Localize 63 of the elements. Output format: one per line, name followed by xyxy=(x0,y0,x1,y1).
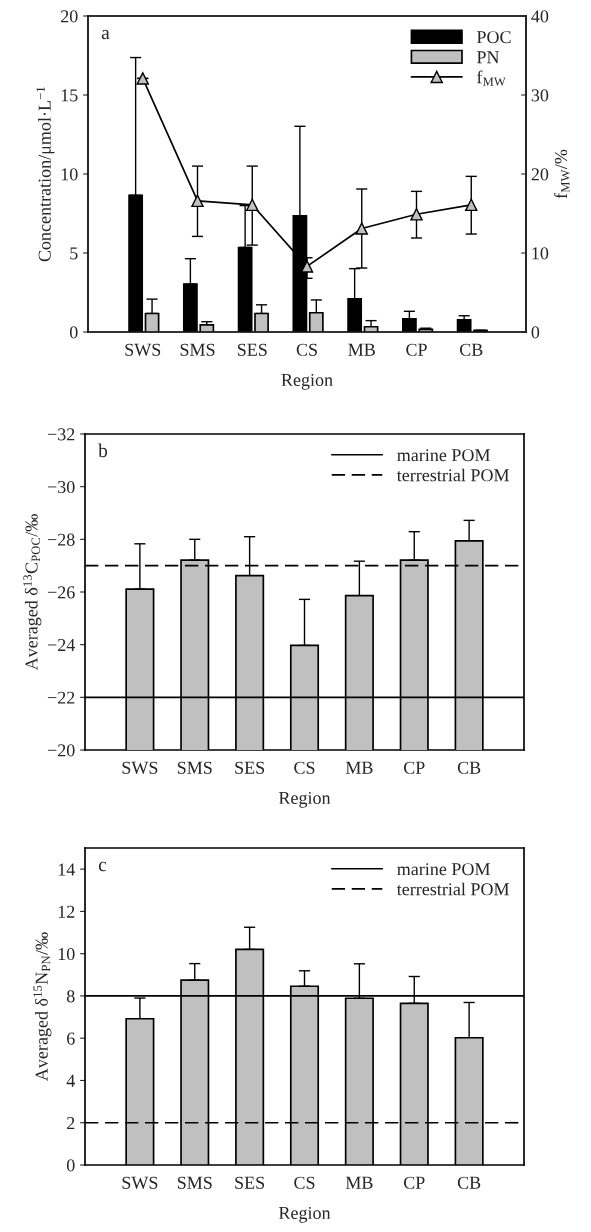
y2-tick-label: 40 xyxy=(531,10,549,23)
y2-axis-title: f$_{MW}$/% xyxy=(554,149,570,199)
y-tick-label: −28 xyxy=(47,533,75,546)
legend-label: PN xyxy=(476,51,500,64)
x-tick-label: SES xyxy=(235,1176,265,1189)
x-tick-label: CS xyxy=(294,1176,315,1189)
x-tick-label: MB xyxy=(345,1176,373,1189)
x-tick-label: CB xyxy=(457,761,481,774)
y-tick-label: −26 xyxy=(47,586,75,599)
x-axis-title: Region xyxy=(278,1206,331,1223)
y2-tick-label: 30 xyxy=(531,89,549,102)
x-tick-label: CP xyxy=(403,1176,425,1189)
x-tick-label: SWS xyxy=(122,761,158,774)
x-tick-label: CB xyxy=(459,343,483,356)
x-tick-label: MB xyxy=(345,761,373,774)
x-tick-label: CB xyxy=(457,1176,481,1189)
y-axis-title: Concentration/μmol·L$^{−1}$ xyxy=(36,87,55,262)
x-tick-label: MB xyxy=(348,343,375,356)
y-tick-label: 12 xyxy=(58,905,75,918)
x-tick-label: SES xyxy=(237,343,267,356)
x-tick-label: SMS xyxy=(177,761,212,774)
x-tick-label: CP xyxy=(403,761,425,774)
y-tick-label: 10 xyxy=(61,168,78,181)
y2-tick-label: 10 xyxy=(532,247,549,260)
x-tick-label: SES xyxy=(235,761,265,774)
x-tick-label: CS xyxy=(296,343,317,356)
y-tick-label: −24 xyxy=(47,638,75,651)
x-tick-label: SMS xyxy=(180,343,215,356)
y-tick-label: 6 xyxy=(67,1032,75,1045)
y-tick-label: −20 xyxy=(47,744,75,757)
y-tick-label: 0 xyxy=(66,1159,75,1172)
y-tick-label: 20 xyxy=(61,10,78,23)
y-axis-title: Averaged δ$^{13}$C$_{POC}$/‰ xyxy=(23,514,42,671)
x-tick-label: CS xyxy=(294,761,315,774)
x-axis-title: Region xyxy=(278,791,331,808)
y-axis-title: Averaged δ$^{15}$N$_{PN}$/‰ xyxy=(33,932,52,1081)
y2-tick-label: 20 xyxy=(531,168,549,181)
x-tick-label: CP xyxy=(406,343,427,356)
y-tick-label: 0 xyxy=(69,326,78,339)
x-tick-label: SWS xyxy=(122,1176,158,1189)
y2-tick-label: 0 xyxy=(531,326,540,339)
legend-label: terrestrial POM xyxy=(396,468,510,482)
y-tick-label: 4 xyxy=(66,1074,75,1087)
y-tick-label: 10 xyxy=(58,947,75,961)
y-tick-label: 14 xyxy=(58,863,75,876)
y-tick-label: 15 xyxy=(61,89,78,102)
legend-label: marine POM xyxy=(397,863,490,876)
y-tick-label: −32 xyxy=(47,428,75,441)
legend-label: terrestrial POM xyxy=(396,882,510,896)
annotation: b xyxy=(98,443,108,458)
annotation: a xyxy=(101,29,110,40)
y-tick-label: −30 xyxy=(47,480,75,494)
x-tick-label: SWS xyxy=(125,343,161,356)
x-axis-title: Region xyxy=(281,373,333,390)
legend-label: f$_{MW}$ xyxy=(476,70,506,86)
legend-label: marine POM xyxy=(397,449,490,462)
y-tick-label: −22 xyxy=(47,691,75,704)
y-tick-label: 5 xyxy=(70,247,78,260)
annotation: c xyxy=(98,861,107,872)
x-tick-label: SMS xyxy=(177,1176,212,1189)
legend-label: POC xyxy=(476,31,511,44)
y-tick-label: 8 xyxy=(66,990,75,1003)
y-tick-label: 2 xyxy=(67,1117,75,1129)
